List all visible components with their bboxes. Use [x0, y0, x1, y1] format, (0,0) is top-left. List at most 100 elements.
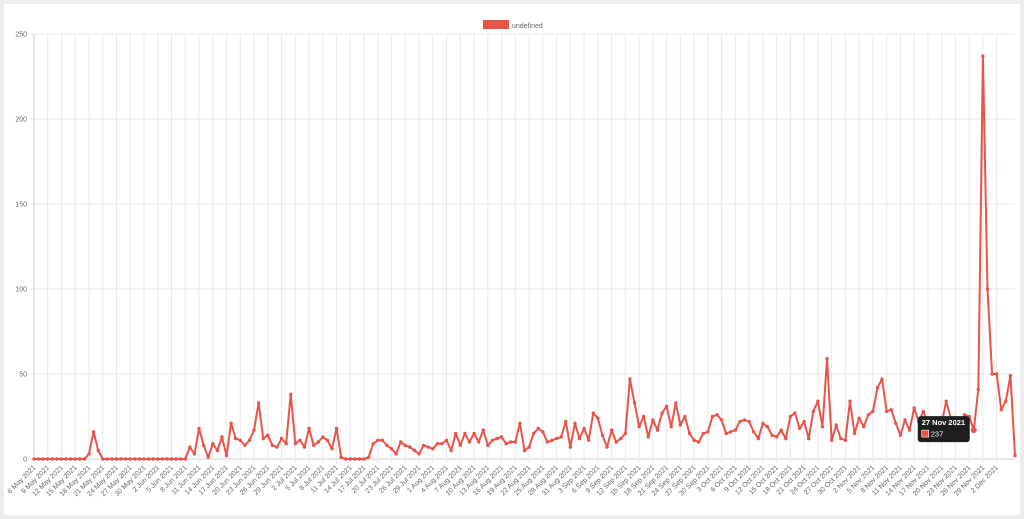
data-point[interactable] — [628, 377, 632, 381]
data-point[interactable] — [554, 436, 559, 441]
data-point[interactable] — [371, 442, 375, 446]
data-point[interactable] — [444, 438, 449, 442]
data-point[interactable] — [797, 426, 802, 431]
data-point[interactable] — [862, 425, 866, 429]
data-point[interactable] — [793, 411, 797, 415]
data-point[interactable] — [807, 436, 811, 441]
data-point[interactable] — [504, 442, 508, 446]
data-point[interactable] — [774, 435, 779, 439]
data-point[interactable] — [962, 413, 967, 417]
data-point[interactable] — [706, 430, 710, 434]
data-point[interactable] — [884, 409, 889, 414]
data-point[interactable] — [357, 457, 362, 461]
data-point[interactable] — [985, 287, 990, 291]
data-point[interactable] — [96, 448, 100, 453]
data-point[interactable] — [169, 457, 174, 461]
data-point[interactable] — [128, 457, 132, 461]
data-point[interactable] — [907, 428, 912, 432]
data-point[interactable] — [256, 401, 261, 405]
data-point[interactable] — [582, 426, 586, 431]
data-point[interactable] — [678, 423, 683, 427]
data-point[interactable] — [458, 443, 463, 448]
data-point[interactable] — [156, 457, 160, 461]
data-point[interactable] — [839, 436, 843, 441]
data-point[interactable] — [426, 445, 430, 449]
data-point[interactable] — [889, 408, 893, 412]
data-point[interactable] — [160, 457, 165, 461]
data-point[interactable] — [981, 54, 985, 58]
data-point[interactable] — [68, 457, 73, 461]
data-point[interactable] — [311, 443, 316, 448]
data-point[interactable] — [632, 401, 637, 405]
data-point[interactable] — [284, 442, 288, 446]
data-point[interactable] — [784, 436, 788, 441]
data-point[interactable] — [243, 443, 247, 448]
data-point[interactable] — [431, 447, 435, 451]
data-point[interactable] — [73, 457, 77, 461]
data-point[interactable] — [188, 445, 192, 449]
data-point[interactable] — [687, 431, 692, 436]
data-point[interactable] — [41, 457, 45, 461]
data-point[interactable] — [605, 445, 609, 449]
data-point[interactable] — [715, 413, 719, 417]
data-point[interactable] — [536, 426, 540, 431]
data-point[interactable] — [261, 436, 265, 441]
data-point[interactable] — [321, 435, 325, 439]
data-point[interactable] — [55, 457, 59, 461]
data-point[interactable] — [215, 448, 220, 453]
data-point[interactable] — [1004, 399, 1008, 403]
data-point[interactable] — [848, 399, 852, 403]
data-point[interactable] — [495, 436, 499, 441]
data-point[interactable] — [339, 455, 343, 459]
data-point[interactable] — [366, 455, 371, 459]
data-point[interactable] — [417, 452, 421, 456]
data-point[interactable] — [522, 448, 527, 453]
data-point[interactable] — [802, 419, 806, 424]
data-point[interactable] — [664, 404, 669, 408]
data-point[interactable] — [499, 435, 504, 439]
data-point[interactable] — [591, 411, 595, 415]
data-point[interactable] — [463, 431, 467, 436]
data-point[interactable] — [472, 431, 476, 436]
data-point[interactable] — [894, 421, 898, 425]
data-point[interactable] — [655, 428, 660, 432]
data-point[interactable] — [220, 435, 224, 439]
data-point[interactable] — [197, 426, 201, 431]
data-point[interactable] — [307, 426, 311, 431]
data-point[interactable] — [600, 433, 605, 437]
data-point[interactable] — [577, 436, 582, 441]
data-point[interactable] — [660, 411, 664, 415]
data-point[interactable] — [852, 431, 857, 436]
data-point[interactable] — [376, 438, 380, 442]
data-point[interactable] — [119, 457, 123, 461]
data-point[interactable] — [289, 392, 293, 397]
data-point[interactable] — [486, 443, 490, 448]
data-point[interactable] — [871, 409, 875, 414]
data-point[interactable] — [325, 438, 330, 442]
data-point[interactable] — [559, 435, 563, 439]
data-point[interactable] — [252, 428, 256, 432]
data-point[interactable] — [550, 438, 554, 442]
data-point[interactable] — [747, 419, 751, 424]
data-point[interactable] — [344, 457, 348, 461]
data-point[interactable] — [866, 413, 871, 417]
data-point[interactable] — [224, 453, 229, 458]
data-point[interactable] — [761, 421, 765, 425]
data-point[interactable] — [637, 425, 641, 429]
data-point[interactable] — [994, 372, 999, 376]
data-point[interactable] — [742, 418, 747, 422]
data-point[interactable] — [541, 430, 545, 434]
data-point[interactable] — [843, 438, 848, 442]
data-point[interactable] — [114, 457, 119, 461]
data-point[interactable] — [412, 448, 417, 453]
data-point[interactable] — [178, 457, 183, 461]
data-point[interactable] — [816, 399, 820, 403]
data-point[interactable] — [192, 452, 197, 456]
data-point[interactable] — [78, 457, 82, 461]
data-point[interactable] — [238, 438, 242, 442]
data-point[interactable] — [990, 372, 994, 376]
data-point[interactable] — [316, 440, 320, 444]
data-point[interactable] — [394, 452, 398, 456]
data-point[interactable] — [944, 399, 948, 403]
data-point[interactable] — [509, 440, 513, 444]
